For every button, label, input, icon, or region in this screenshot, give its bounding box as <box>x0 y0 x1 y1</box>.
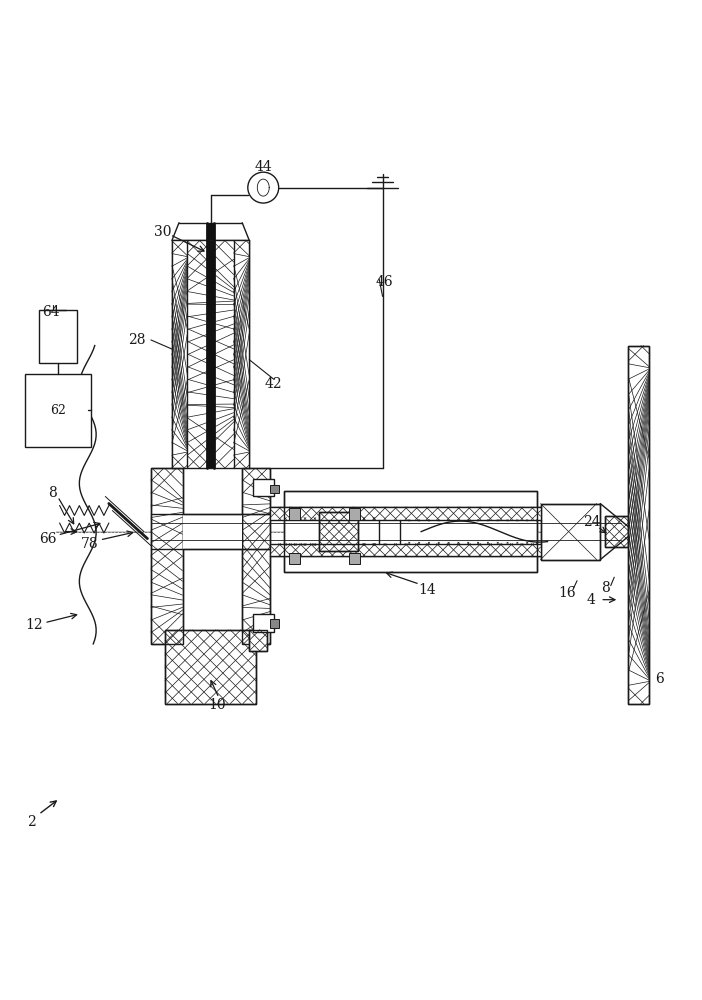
Bar <box>151 468 183 644</box>
Text: 14: 14 <box>418 583 436 597</box>
Text: 66: 66 <box>39 532 56 546</box>
Bar <box>270 507 541 520</box>
Bar <box>39 310 77 363</box>
Bar <box>253 479 274 496</box>
Bar <box>628 346 649 704</box>
Text: 12: 12 <box>25 618 43 632</box>
Text: 6: 6 <box>656 672 664 686</box>
Bar <box>249 630 267 651</box>
Bar <box>253 614 274 632</box>
Bar <box>541 504 600 560</box>
Bar <box>172 240 187 468</box>
Text: 46: 46 <box>376 275 394 289</box>
Text: 44: 44 <box>254 160 272 174</box>
Bar <box>284 491 537 572</box>
Bar <box>25 374 91 447</box>
Bar <box>207 223 214 468</box>
Bar <box>541 504 600 560</box>
Text: 2: 2 <box>27 815 36 829</box>
Text: 8: 8 <box>602 581 610 595</box>
Bar <box>249 630 267 651</box>
Text: 4: 4 <box>587 593 595 607</box>
Text: 8: 8 <box>48 486 57 500</box>
Bar <box>319 512 358 551</box>
Text: 10: 10 <box>208 698 227 712</box>
Bar <box>270 619 279 628</box>
Text: 42: 42 <box>265 377 283 391</box>
Bar <box>289 508 300 520</box>
Bar <box>183 514 242 549</box>
Bar <box>187 240 234 468</box>
Text: 30: 30 <box>154 225 171 239</box>
Bar <box>605 516 628 547</box>
Text: 64: 64 <box>41 305 60 319</box>
Bar <box>270 544 541 556</box>
Bar <box>242 468 270 644</box>
Bar <box>605 516 628 547</box>
Bar <box>151 468 183 644</box>
Text: 62: 62 <box>50 404 66 417</box>
Bar <box>270 485 279 493</box>
Bar <box>234 240 249 468</box>
Text: 28: 28 <box>128 333 145 347</box>
Bar <box>628 346 649 704</box>
Bar <box>284 491 537 572</box>
Bar <box>349 553 360 564</box>
Text: 78: 78 <box>81 537 99 551</box>
Bar <box>289 553 300 564</box>
Bar <box>319 512 358 551</box>
Bar <box>165 630 256 704</box>
Text: 24: 24 <box>583 515 601 529</box>
Bar <box>242 468 270 644</box>
Bar <box>165 630 256 704</box>
Bar <box>349 508 360 520</box>
Text: 16: 16 <box>558 586 576 600</box>
